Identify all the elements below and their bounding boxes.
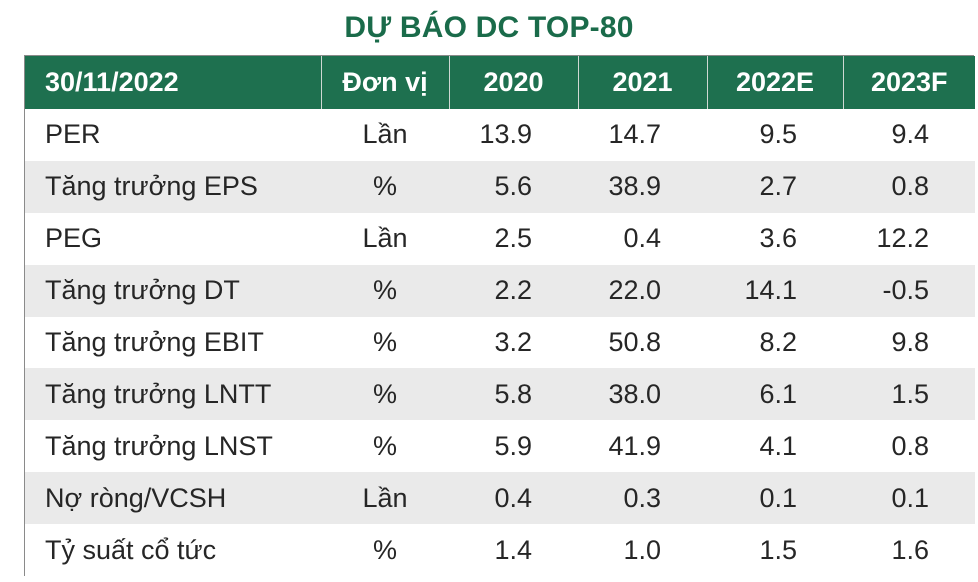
row-unit: %	[372, 171, 397, 202]
cell-2021: 38.9	[608, 171, 661, 202]
cell-2021: 0.4	[623, 223, 661, 254]
cell-2022e: 0.1	[759, 482, 797, 513]
cell-2020: 13.9	[479, 119, 532, 150]
cell-2020: 3.2	[494, 327, 532, 357]
row-label: PER	[45, 119, 101, 150]
cell-2021: 41.9	[608, 430, 661, 461]
header-unit: Đơn vị	[321, 56, 450, 109]
cell-2023f: 0.1	[891, 482, 929, 513]
cell-2022e: 9.5	[759, 119, 797, 150]
row-label: Nợ ròng/VCSH	[45, 482, 227, 513]
cell-2021: 1.0	[623, 534, 661, 565]
row-label: Tăng trưởng DT	[45, 275, 240, 306]
cell-2023f: 12.2	[876, 223, 929, 254]
cell-2021: 38.0	[608, 378, 661, 409]
cell-2023f: -0.5	[882, 275, 929, 306]
header-2023f: 2023F	[870, 67, 948, 97]
cell-2022e: 1.5	[759, 534, 797, 565]
cell-2021: 22.0	[608, 275, 661, 306]
header-2020: 2020	[449, 56, 579, 109]
row-label: Tăng trưởng LNTT	[45, 378, 272, 409]
cell-2023f: 0.8	[891, 430, 929, 461]
cell-2021: 0.3	[623, 482, 661, 513]
row-unit: Lần	[362, 482, 408, 513]
row-unit: %	[372, 430, 397, 461]
table-row: PEG Lần 2.5 0.4 3.6 12.2	[25, 212, 975, 265]
cell-2023f: 1.5	[891, 378, 929, 409]
header-2021: 2021	[578, 56, 708, 109]
row-unit: %	[372, 327, 397, 357]
row-unit: Lần	[362, 223, 408, 254]
cell-2020: 2.2	[494, 275, 532, 306]
row-unit: %	[372, 534, 397, 565]
row-label: Tăng trưởng EBIT	[45, 327, 264, 357]
forecast-table-container: 30/11/2022 Đơn vị 2020 2021 2022E 2023F …	[24, 55, 975, 577]
table-row: Nợ ròng/VCSH Lần 0.4 0.3 0.1 0.1	[25, 472, 975, 525]
header-date: 30/11/2022	[25, 56, 322, 109]
cell-2022e: 14.1	[744, 275, 797, 306]
table-header-row: 30/11/2022 Đơn vị 2020 2021 2022E 2023F	[25, 56, 975, 109]
cell-2023f: 9.4	[891, 119, 929, 150]
row-unit: %	[372, 378, 397, 409]
cell-2021: 14.7	[608, 119, 661, 150]
row-unit: %	[372, 275, 397, 306]
table-row: Tăng trưởng LNTT % 5.8 38.0 6.1 1.5	[25, 368, 975, 421]
cell-2022e: 2.7	[759, 171, 797, 202]
cell-2022e: 3.6	[759, 223, 797, 254]
cell-2020: 5.6	[494, 171, 532, 202]
cell-2022e: 4.1	[759, 430, 797, 461]
table-row: PER Lần 13.9 14.7 9.5 9.4	[25, 109, 975, 161]
cell-2022e: 6.1	[759, 378, 797, 409]
row-unit: Lần	[362, 119, 408, 150]
forecast-table: 30/11/2022 Đơn vị 2020 2021 2022E 2023F …	[25, 56, 975, 577]
cell-2023f: 1.6	[891, 534, 929, 565]
cell-2023f: 0.8	[891, 171, 929, 202]
row-label: PEG	[45, 223, 103, 254]
cell-2020: 5.8	[494, 378, 532, 409]
row-label: Tăng trưởng EPS	[45, 171, 258, 202]
cell-2020: 5.9	[494, 430, 532, 461]
table-row: Tăng trưởng DT % 2.2 22.0 14.1 -0.5	[25, 264, 975, 317]
header-2022e: 2022E	[707, 56, 844, 109]
row-label: Tăng trưởng LNST	[45, 430, 273, 461]
cell-2020: 1.4	[494, 534, 532, 565]
table-row: Tỷ suất cổ tức % 1.4 1.0 1.5 1.6	[25, 524, 975, 577]
cell-2022e: 8.2	[759, 327, 797, 357]
page-title: DỰ BÁO DC TOP-80	[344, 10, 634, 44]
cell-2020: 2.5	[494, 223, 532, 254]
cell-2023f: 9.8	[891, 327, 929, 357]
table-row: Tăng trưởng LNST % 5.9 41.9 4.1 0.8	[25, 420, 975, 473]
row-label: Tỷ suất cổ tức	[45, 534, 217, 565]
cell-2021: 50.8	[608, 327, 661, 357]
table-row: Tăng trưởng EPS % 5.6 38.9 2.7 0.8	[25, 160, 975, 213]
cell-2020: 0.4	[494, 482, 532, 513]
table-row: Tăng trưởng EBIT % 3.2 50.8 8.2 9.8	[25, 316, 975, 369]
